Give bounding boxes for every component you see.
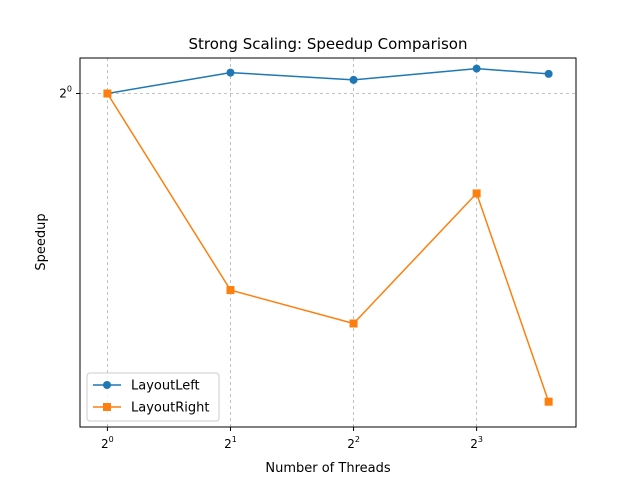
data-point-layoutright — [472, 189, 481, 198]
data-point-layoutleft — [226, 68, 235, 77]
data-point-layoutleft — [472, 64, 481, 73]
x-axis-label: Number of Threads — [265, 461, 390, 476]
legend-marker-layoutleft — [103, 381, 111, 389]
x-axis: 20 21 22 23 — [101, 427, 483, 451]
legend-label-layoutright: LayoutRight — [131, 401, 209, 416]
y-tick-label: 20 — [59, 85, 72, 101]
legend-marker-layoutright — [103, 403, 111, 411]
y-axis-label: Speedup — [34, 213, 49, 270]
x-tick-label: 22 — [347, 435, 360, 451]
x-tick-label: 20 — [101, 435, 114, 451]
data-point-layoutleft — [349, 75, 358, 84]
data-point-layoutright — [103, 89, 112, 98]
x-tick-label: 21 — [224, 435, 237, 451]
data-point-layoutright — [349, 319, 358, 328]
chart-title: Strong Scaling: Speedup Comparison — [189, 35, 468, 53]
y-axis: 20 — [59, 85, 80, 101]
data-point-layoutleft — [544, 69, 553, 78]
plot-frame — [79, 57, 577, 428]
legend-label-layoutleft: LayoutLeft — [131, 379, 200, 394]
data-point-layoutright — [544, 397, 553, 406]
x-tick-label: 23 — [470, 435, 483, 451]
legend: LayoutLeft LayoutRight — [86, 372, 220, 422]
grid — [80, 58, 576, 427]
series-layer — [103, 64, 553, 406]
data-point-layoutright — [226, 286, 235, 295]
